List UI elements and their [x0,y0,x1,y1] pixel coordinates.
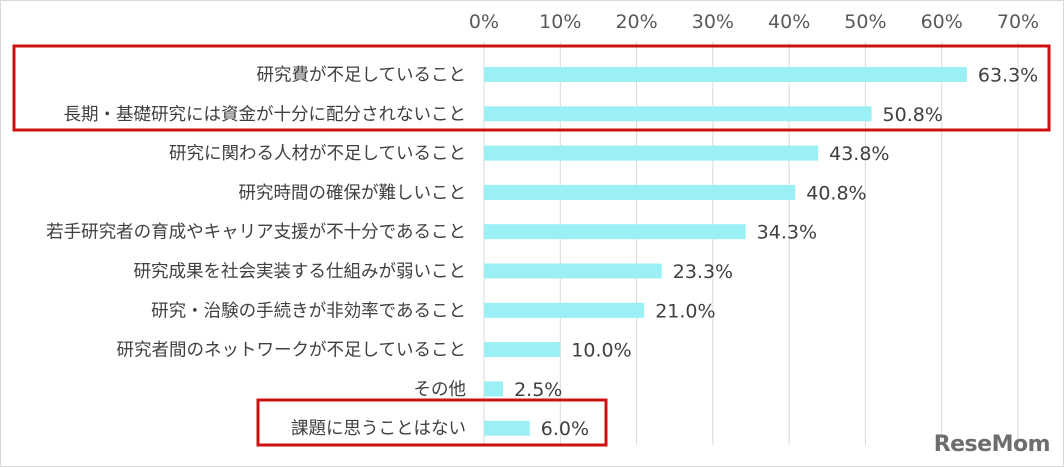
value-label: 63.3% [978,65,1038,87]
highlight-box-bottom [256,398,608,447]
bar [484,224,746,240]
category-label: 研究者間のネットワークが不足していること [117,341,466,361]
bar [484,381,504,397]
category-label: 研究時間の確保が難しいこと [239,183,467,203]
value-label: 50.8% [883,104,943,126]
grid-lines [483,42,1019,445]
bar [484,263,662,279]
bar [484,302,645,318]
x-tick-label: 0% [469,11,499,33]
x-tick-label: 40% [768,11,810,33]
value-labels: 63.3% 50.8% 43.8% 40.8% 34.3% 23.3% 21.0% 10.0%… [514,65,1038,441]
value-label: 34.3% [757,222,817,244]
value-label: 21.0% [655,300,715,322]
bar [484,67,967,82]
x-axis-ticks: 0% 10% 20% 30% 40% 50% 60% 70% [469,11,1039,33]
x-tick-label: 20% [615,11,657,33]
category-labels: 研究費が不足していること長期・基礎研究には資金が十分に配分されないこと研究に関わ… [46,66,466,440]
value-label: 40.8% [806,182,866,204]
category-label: 研究費が不足していること [257,66,466,86]
x-tick-label: 60% [921,11,963,33]
bar [484,106,872,122]
category-label: 長期・基礎研究には資金が十分に配分されないこと [64,105,467,125]
bars [484,67,967,436]
highlight-boxes [12,44,1051,447]
value-label: 10.0% [571,340,631,362]
value-label: 6.0% [541,418,589,440]
resemom-logo: ReseMom [933,432,1051,457]
bar [484,342,561,358]
x-tick-label: 50% [844,11,886,33]
category-label: 研究に関わる人材が不足していること [169,144,466,164]
bar [484,184,796,200]
value-label: 43.8% [829,143,889,165]
x-tick-label: 30% [692,11,734,33]
category-label: 研究成果を社会実装する仕組みが弱いこと [134,262,467,282]
value-label: 23.3% [673,261,733,283]
value-label: 2.5% [514,379,562,401]
bar [484,145,819,161]
category-label: 若手研究者の育成やキャリア支援が不十分であること [46,223,466,243]
x-tick-label: 70% [997,11,1039,33]
x-tick-label: 10% [539,11,581,33]
bar [484,420,530,436]
category-label: 課題に思うことはない [291,419,466,439]
category-label: 研究・治験の手続きが非効率であること [151,301,466,321]
highlight-box-top [12,44,1051,132]
category-label: その他 [414,380,467,400]
